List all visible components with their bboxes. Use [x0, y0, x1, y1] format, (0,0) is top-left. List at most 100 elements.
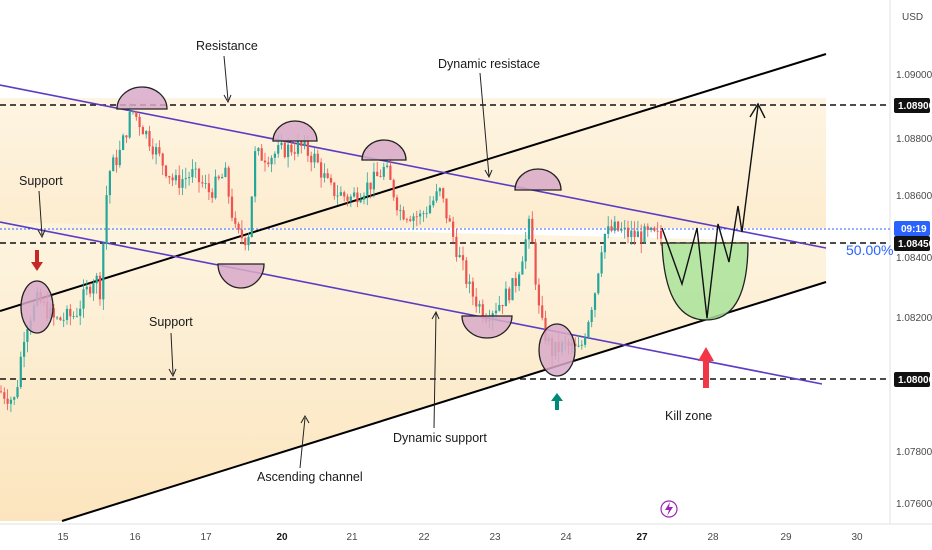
- candle-body: [230, 196, 234, 218]
- candle-body: [498, 305, 501, 311]
- candle-body: [620, 229, 623, 231]
- up-arrow-marker-red: [698, 347, 714, 388]
- candle-body: [511, 278, 514, 301]
- candle-body: [224, 167, 227, 177]
- candle-body: [16, 387, 19, 398]
- candle-body: [0, 391, 3, 393]
- label-support-mid: Support: [149, 315, 193, 329]
- candle-body: [234, 217, 237, 224]
- candle-body: [379, 176, 382, 177]
- candle-body: [508, 288, 511, 301]
- dynamic-support-line[interactable]: [0, 221, 823, 385]
- time-axis[interactable]: [0, 524, 932, 550]
- candle-body: [353, 192, 356, 197]
- candle-body: [435, 191, 438, 201]
- candle-body: [333, 182, 336, 196]
- projection-path: [661, 105, 759, 319]
- candle-body: [471, 281, 474, 297]
- dynamic-resistance-line[interactable]: [0, 84, 827, 249]
- annotation-pointers: [37, 55, 493, 469]
- lightning-icon[interactable]: [660, 500, 678, 518]
- down-arrow-marker: [31, 250, 43, 271]
- candle-body: [128, 111, 131, 138]
- candle-body: [521, 261, 524, 275]
- candle-body: [125, 135, 128, 138]
- candle-body: [118, 149, 121, 166]
- candle-body: [313, 153, 316, 163]
- candle-body: [82, 289, 85, 309]
- candle-body: [254, 151, 257, 197]
- candle-body: [630, 230, 633, 238]
- candle-body: [320, 162, 323, 178]
- price-badge-low: 1.08000: [894, 372, 932, 387]
- candle-body: [501, 305, 504, 307]
- candle-body: [102, 243, 105, 300]
- candle-body: [6, 398, 9, 404]
- candle-body: [273, 153, 276, 158]
- candle-body: [158, 147, 161, 154]
- candle-body: [475, 296, 478, 307]
- candle-body: [372, 171, 375, 190]
- candle-body: [626, 227, 630, 237]
- candle-body: [580, 344, 583, 346]
- label-kill-zone: Kill zone: [665, 409, 712, 423]
- candle-body: [656, 230, 659, 232]
- svg-text:1.08900: 1.08900: [898, 101, 932, 112]
- candle-body: [227, 167, 230, 197]
- candle-body: [359, 199, 362, 203]
- price-axis[interactable]: [890, 0, 932, 524]
- candle-body: [458, 255, 461, 257]
- candle-body: [419, 213, 422, 217]
- top-semicircle-3: [361, 139, 407, 161]
- candle-body: [201, 182, 204, 184]
- candle-body: [392, 179, 395, 198]
- candle-body: [105, 195, 108, 244]
- candle-body: [339, 192, 342, 196]
- candle-body: [75, 315, 78, 317]
- candle-body: [448, 218, 451, 222]
- candle-body: [184, 178, 187, 180]
- candle-body: [478, 304, 481, 307]
- candle-body: [161, 153, 164, 166]
- candle-body: [310, 155, 313, 163]
- candle-body: [336, 195, 339, 197]
- candle-body: [587, 322, 590, 338]
- x-axis-ticks: 15 16 17 20 21 22 23 24 27 28 29 30: [57, 532, 863, 543]
- candle-body: [386, 165, 389, 167]
- candle-body: [633, 230, 636, 238]
- candle-body: [455, 236, 458, 257]
- candle-body: [188, 177, 191, 179]
- x-tick-label: 29: [780, 532, 792, 543]
- candle-body: [115, 157, 118, 166]
- x-tick-label: 20: [276, 532, 288, 543]
- candle-body: [191, 169, 194, 178]
- candle-body: [442, 188, 445, 199]
- candle-body: [349, 196, 352, 201]
- candle-body: [422, 213, 425, 215]
- ascending-channel-upper-line[interactable]: [0, 53, 827, 312]
- candle-body: [524, 239, 527, 262]
- currency-label[interactable]: USD: [902, 12, 923, 23]
- candle-body: [659, 230, 663, 239]
- candle-body: [438, 188, 441, 192]
- label-dynamic-resistance: Dynamic resistace: [438, 57, 540, 71]
- price-badge-mid: 1.08450: [894, 236, 932, 251]
- up-arrow-marker-green: [551, 393, 563, 410]
- candle-body: [296, 141, 300, 154]
- y-tick-label: 1.08200: [896, 313, 932, 324]
- candle-body: [399, 210, 402, 211]
- candle-body: [263, 160, 267, 163]
- candle-body: [514, 278, 517, 286]
- x-tick-label: 23: [489, 532, 501, 543]
- ascending-channel-lower-line[interactable]: [61, 281, 827, 522]
- x-tick-label: 15: [57, 532, 69, 543]
- kill-zone-area[interactable]: [661, 242, 749, 321]
- candle-body: [148, 131, 151, 147]
- svg-text:1.08000: 1.08000: [898, 375, 932, 386]
- candle-body: [174, 175, 177, 181]
- candlestick-series: [0, 102, 663, 413]
- candle-body: [306, 141, 309, 156]
- lower-zone-shading: [0, 222, 826, 521]
- price-badge-timer: 09:19: [894, 221, 930, 236]
